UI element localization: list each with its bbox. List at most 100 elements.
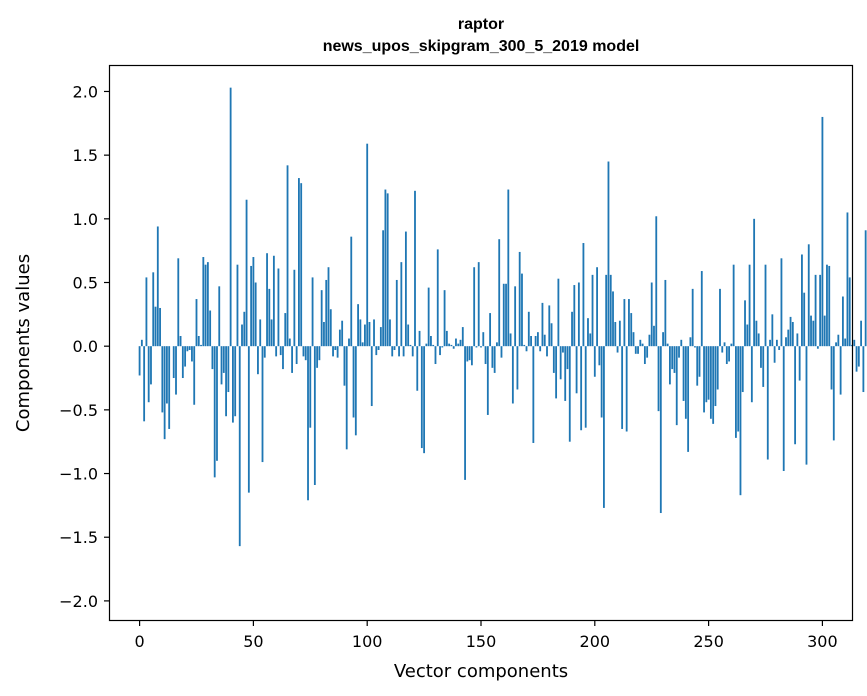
bar-197 <box>587 318 589 347</box>
bar-147 <box>473 267 476 347</box>
bar-154 <box>489 313 492 347</box>
bar-218 <box>634 346 637 354</box>
bar-53 <box>259 319 262 347</box>
bar-231 <box>664 279 667 347</box>
bar-59 <box>272 255 275 347</box>
bar-63 <box>282 346 284 370</box>
y-tick-label: 0.0 <box>73 337 98 356</box>
bar-9 <box>159 307 161 347</box>
bar-301 <box>823 315 826 347</box>
bar-278 <box>771 314 774 347</box>
y-axis-ticks: −2.0 −1.5 −1.0 −0.5 0.0 0.5 1.0 1.5 2.0 <box>59 82 110 611</box>
bar-30 <box>206 262 209 347</box>
bar-309 <box>841 296 844 347</box>
bar-136 <box>448 343 451 347</box>
bar-39 <box>227 346 230 393</box>
bar-101 <box>368 321 371 347</box>
bar-259 <box>728 346 730 362</box>
bar-223 <box>646 346 649 358</box>
bar-86 <box>334 346 337 350</box>
bar-116 <box>402 346 405 357</box>
bar-84 <box>329 309 332 347</box>
bar-248 <box>703 346 705 413</box>
bar-314 <box>853 339 856 347</box>
bar-175 <box>536 332 539 347</box>
bar-12 <box>165 346 168 404</box>
bar-236 <box>675 346 678 426</box>
bar-1 <box>140 339 143 347</box>
chart-subtitle: news_upos_skipgram_300_5_2019 model <box>323 38 640 55</box>
bar-238 <box>680 339 683 347</box>
bar-252 <box>712 346 715 424</box>
bar-311 <box>846 212 849 347</box>
bar-105 <box>377 346 380 350</box>
bar-283 <box>782 346 785 471</box>
bar-29 <box>204 264 207 347</box>
bar-45 <box>241 324 243 347</box>
bar-131 <box>436 249 439 347</box>
bar-316 <box>857 346 860 367</box>
bar-216 <box>630 313 633 347</box>
bar-125 <box>423 346 426 454</box>
bar-178 <box>543 334 546 347</box>
bar-132 <box>439 346 441 356</box>
bar-138 <box>452 346 455 349</box>
bar-41 <box>232 346 234 423</box>
bar-74 <box>307 346 309 501</box>
bar-93 <box>350 236 353 347</box>
bar-117 <box>404 231 407 347</box>
bar-82 <box>325 279 328 347</box>
bar-64 <box>284 313 287 347</box>
bar-244 <box>694 346 696 348</box>
bar-273 <box>760 346 762 368</box>
bar-191 <box>573 285 576 347</box>
bar-32 <box>211 346 214 370</box>
bar-312 <box>848 277 851 347</box>
bar-150 <box>480 346 482 348</box>
bar-270 <box>753 218 756 347</box>
bar-145 <box>468 346 471 361</box>
bar-302 <box>826 264 828 347</box>
bar-77 <box>313 346 316 485</box>
bar-258 <box>725 346 728 365</box>
bar-264 <box>739 346 742 496</box>
bar-295 <box>810 315 812 347</box>
bar-126 <box>425 343 428 347</box>
bar-112 <box>393 346 396 350</box>
bar-100 <box>366 143 369 347</box>
bar-85 <box>332 346 334 357</box>
bar-109 <box>386 193 389 347</box>
bar-203 <box>600 346 603 418</box>
bar-267 <box>746 324 749 347</box>
bar-113 <box>395 279 398 347</box>
bar-22 <box>188 346 191 350</box>
bar-37 <box>222 346 225 373</box>
bar-168 <box>521 273 523 347</box>
x-tick-label: 150 <box>466 632 497 651</box>
bar-237 <box>678 346 680 358</box>
bar-78 <box>316 346 319 368</box>
bar-305 <box>832 346 835 441</box>
bar-206 <box>607 161 610 347</box>
bar-146 <box>470 346 473 366</box>
bar-3 <box>145 277 148 347</box>
bar-293 <box>805 346 808 465</box>
bar-122 <box>416 346 419 391</box>
bar-224 <box>648 334 651 347</box>
bar-24 <box>193 346 196 405</box>
bar-167 <box>518 251 521 347</box>
bar-0 <box>138 346 141 376</box>
bar-91 <box>345 346 348 450</box>
bar-176 <box>539 346 542 352</box>
bar-211 <box>618 320 621 347</box>
bar-46 <box>243 311 246 347</box>
bar-274 <box>762 346 765 387</box>
bar-36 <box>220 346 223 385</box>
bar-292 <box>803 292 806 347</box>
bar-190 <box>571 311 573 347</box>
bar-184 <box>557 278 560 347</box>
bar-170 <box>525 346 528 352</box>
bar-58 <box>270 319 273 347</box>
bar-75 <box>309 346 312 428</box>
bar-60 <box>275 346 278 357</box>
